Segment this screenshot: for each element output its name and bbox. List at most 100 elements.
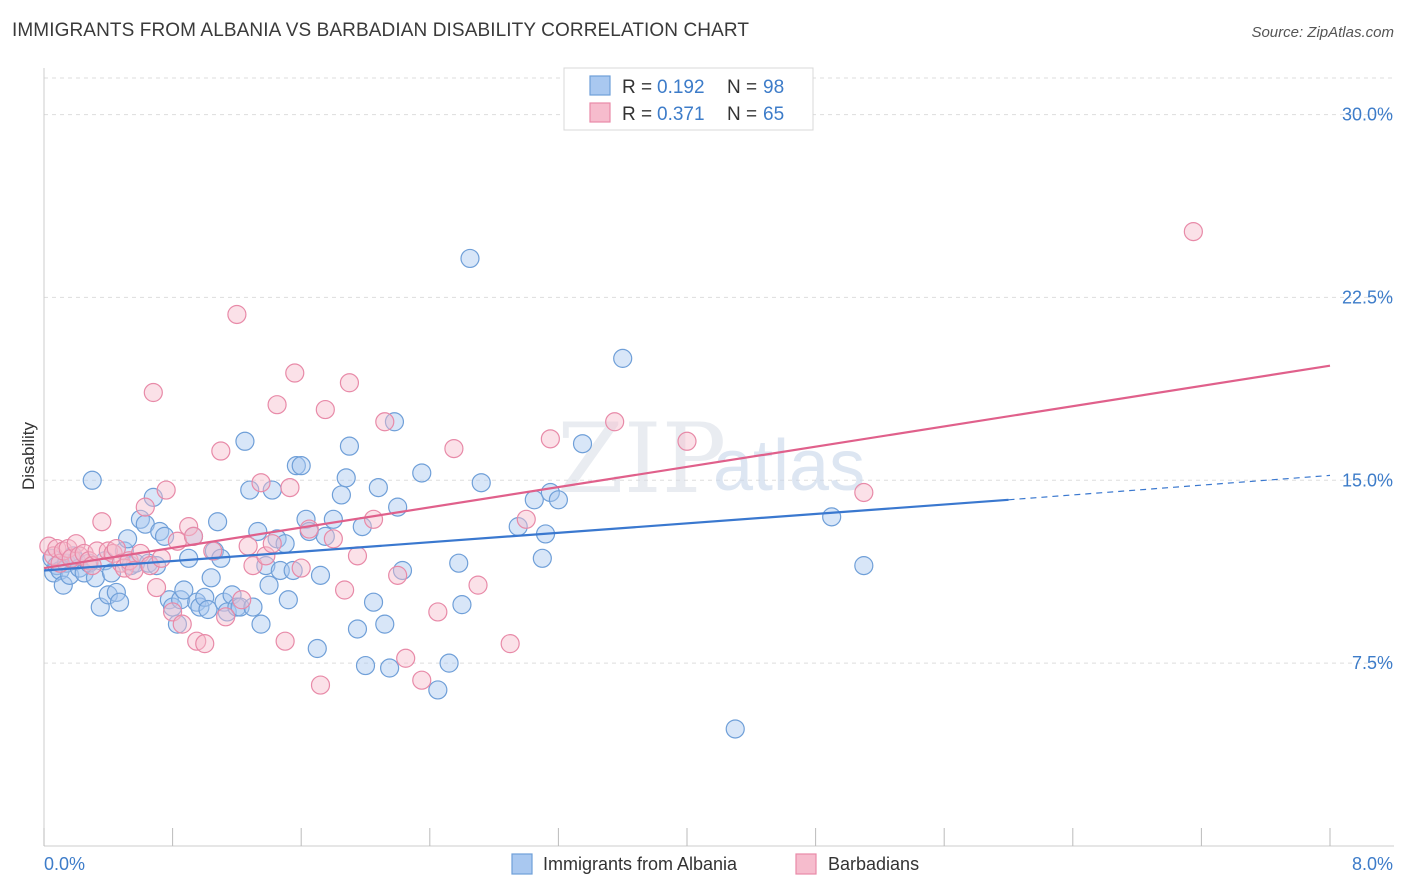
- albania-point: [154, 526, 175, 546]
- legend-swatch-barbadian: [589, 102, 611, 123]
- barbadian-point: [500, 634, 520, 654]
- barbadian-point: [388, 565, 408, 585]
- barbadian-point: [135, 497, 155, 517]
- albania-trend-line: [43, 498, 1009, 572]
- albania-point: [375, 614, 395, 634]
- albania-point: [725, 719, 745, 739]
- albania-point: [286, 456, 306, 476]
- barbadian-point: [1183, 222, 1203, 242]
- chart-title: IMMIGRANTS FROM ALBANIA VS BARBADIAN DIS…: [12, 20, 750, 41]
- albania-point: [251, 614, 271, 634]
- albania-point: [412, 463, 432, 483]
- barbadian-point: [291, 558, 311, 578]
- barbadian-point: [172, 614, 192, 634]
- legend-n-label-albania: N =: [727, 77, 757, 98]
- albania-point: [368, 478, 388, 498]
- barbadian-point: [375, 412, 395, 432]
- barbadian-point: [216, 607, 236, 627]
- albania-trend-extension: [1008, 474, 1331, 501]
- x-tick-label: 0.0%: [44, 854, 85, 874]
- legend-r-value-barbadian: 0.371: [657, 104, 705, 125]
- albania-point: [347, 619, 368, 639]
- albania-point: [428, 680, 448, 700]
- barbadian-point: [363, 509, 384, 529]
- legend-n-value-albania: 98: [763, 77, 784, 98]
- albania-point: [179, 548, 199, 568]
- albania-point: [195, 587, 215, 607]
- barbadian-point: [412, 670, 432, 690]
- barbadian-point: [677, 431, 697, 451]
- albania-point: [471, 473, 491, 493]
- albania-point: [613, 348, 633, 368]
- albania-point: [240, 480, 260, 500]
- barbadian-point: [323, 529, 343, 549]
- barbadian-point: [605, 412, 625, 432]
- albania-point: [53, 575, 73, 595]
- x-tick-labels: 0.0% 8.0%: [44, 854, 1393, 874]
- legend-top: R = 0.192 N = 98 R = 0.371 N = 65: [563, 67, 814, 131]
- albania-point: [331, 485, 351, 505]
- albania-point: [307, 638, 327, 659]
- albania-point: [380, 658, 400, 678]
- albania-point: [198, 599, 218, 620]
- albania-point: [460, 248, 480, 269]
- albania-point: [109, 592, 130, 612]
- albania-point: [310, 565, 331, 585]
- albania-point: [336, 468, 356, 488]
- legend-bottom: Immigrants from Albania Barbadians: [511, 853, 919, 875]
- albania-point: [278, 590, 298, 610]
- barbadian-point: [151, 548, 171, 568]
- barbadian-point: [299, 519, 319, 539]
- watermark-atlas: atlas: [713, 426, 865, 506]
- albania-point: [323, 509, 343, 529]
- barbadian-point: [146, 577, 167, 598]
- albania-point: [243, 597, 263, 617]
- albania-point: [101, 563, 122, 583]
- barbadian-point: [179, 517, 199, 537]
- barbadian-point: [232, 590, 252, 610]
- albania-point: [532, 548, 552, 568]
- bottom-legend-swatch-barbadian: [795, 853, 817, 875]
- albania-point: [283, 560, 303, 581]
- y-tick-label: 30.0%: [1342, 105, 1393, 125]
- barbadian-point: [195, 634, 215, 654]
- barbadian-point: [428, 602, 448, 622]
- barbadian-point: [516, 509, 536, 529]
- y-tick-labels: 7.5% 15.0% 22.5% 30.0%: [1342, 105, 1393, 674]
- watermark-zip: ZIP: [557, 403, 726, 515]
- albania-point: [822, 507, 842, 527]
- albania-point: [363, 592, 384, 612]
- barbadian-point: [540, 429, 560, 449]
- barbadian-point: [854, 482, 874, 503]
- y-tick-label: 22.5%: [1342, 287, 1393, 307]
- albania-point: [208, 512, 228, 532]
- albania-point: [98, 585, 118, 605]
- barbadian-point: [280, 478, 300, 498]
- barbadian-point: [39, 536, 59, 556]
- legend-n-value-barbadian: 65: [763, 104, 784, 125]
- barbadian-point: [66, 534, 86, 554]
- barbadian-point: [285, 363, 305, 383]
- albania-point: [449, 553, 469, 573]
- barbadian-point: [227, 304, 247, 325]
- barbadian-point: [92, 512, 112, 532]
- albania-points: [42, 248, 874, 739]
- barbadian-point: [444, 438, 464, 459]
- bottom-legend-label-albania: Immigrants from Albania: [543, 854, 738, 874]
- albania-point: [174, 580, 194, 600]
- albania-point: [452, 595, 472, 615]
- albania-point: [315, 526, 335, 546]
- albania-point: [259, 575, 279, 595]
- bottom-legend-swatch-albania: [511, 853, 533, 875]
- albania-point: [548, 490, 569, 510]
- barbadian-trend-line: [43, 364, 1331, 570]
- barbadian-point: [262, 534, 282, 554]
- barbadian-point: [243, 556, 263, 576]
- barbadian-point: [468, 575, 488, 595]
- barbadian-point: [396, 648, 416, 668]
- albania-point: [201, 568, 221, 588]
- trend-lines: [43, 364, 1331, 572]
- barbadian-point: [275, 631, 295, 651]
- barbadian-point: [335, 580, 355, 600]
